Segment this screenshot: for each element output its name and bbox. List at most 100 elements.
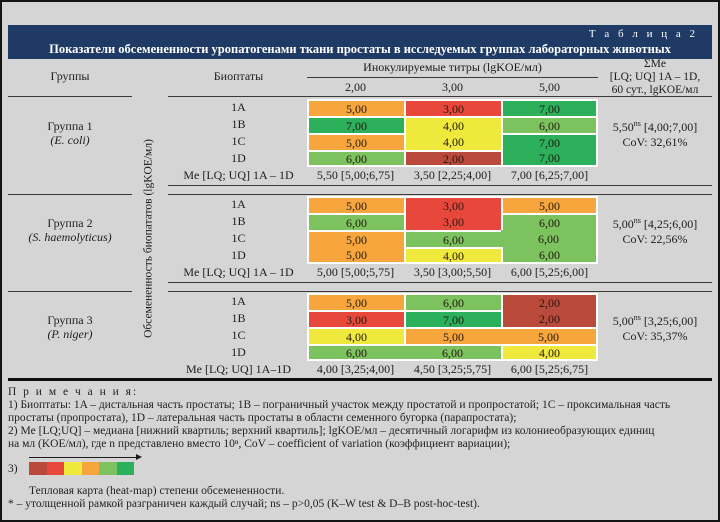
sum-me-median: 5,50 [612, 120, 634, 134]
cov-value: CoV: 35,37% [622, 329, 688, 343]
median-row-label: Me [LQ; UQ] 1A–1D [186, 362, 291, 376]
titer-value-header: 2,00 [345, 80, 366, 94]
legend-caption: Тепловая карта (heat-map) степени обсеме… [29, 485, 285, 497]
ns-superscript: ns [633, 313, 641, 322]
heat-cell: 6,00 [307, 150, 404, 167]
median-value: 6,00 [5,25;6,75] [510, 362, 589, 376]
biopsy-row-label: 1B [231, 117, 246, 131]
legend-swatch [116, 462, 134, 475]
heat-cell: 7,00 [501, 150, 598, 167]
footnote-line: 2) Me [LQ;UQ] – медиана [нижний квартиль… [8, 425, 655, 437]
heatmap-legend: 3) [8, 453, 714, 485]
biopsy-row-label: 1A [231, 294, 246, 308]
biopsy-row-label: 1B [231, 214, 246, 228]
median-value: 6,00 [5,25;6,00] [510, 265, 589, 279]
median-value: 5,00 [5,00;5,75] [316, 265, 395, 279]
median-value: 4,50 [3,25;5,75] [413, 362, 492, 376]
footnotes: П р и м е ч а н и я: 1) Биоптаты: 1A – д… [8, 386, 714, 511]
heat-cell: 6,00 [404, 344, 501, 361]
heat-cell: 5,00 [307, 293, 404, 310]
biopsy-row-label: 1C [231, 231, 246, 245]
legend-swatch [29, 462, 47, 475]
titer-value-header: 5,00 [539, 80, 560, 94]
sum-me-cell: 5,50ns [4,00;7,00] CoV: 32,61% [598, 99, 712, 167]
sum-me-value: 5,00ns [4,25;6,00] [613, 213, 697, 232]
heat-cell: 6,00 [501, 213, 598, 230]
heat-cell: 6,00 [404, 293, 501, 310]
median-value: 5,50 [5,00;6,75] [316, 168, 395, 182]
group-title: Группа 1 [47, 119, 93, 133]
heat-cell: 3,00 [404, 196, 501, 213]
divider [8, 96, 132, 97]
heat-cell: 4,00 [404, 116, 501, 133]
cov-value: CoV: 32,61% [622, 135, 688, 149]
heat-cell: 6,00 [404, 230, 501, 247]
biopsy-row-label: 1A [231, 197, 246, 211]
median-value: 3,50 [2,25;4,00] [413, 168, 492, 182]
heat-cell: 3,00 [307, 310, 404, 327]
sum-me-iqr: [4,25;6,00] [643, 217, 698, 231]
heat-cell: 4,00 [307, 327, 404, 344]
heat-cell: 5,00 [307, 196, 404, 213]
table-number-label: Т а б л и ц а 2 [588, 28, 698, 40]
biopsy-row-label: 1B [231, 311, 246, 325]
footnote-star-line: * – утолщенной рамкой разграничен каждый… [8, 498, 480, 510]
heat-cell: 5,00 [501, 327, 598, 344]
ns-superscript: ns [633, 216, 641, 225]
arrow-right-icon [136, 454, 142, 460]
divider [168, 291, 712, 292]
sum-me-line: 60 сут., lgKOE/мл [611, 84, 699, 96]
ns-superscript: ns [633, 119, 641, 128]
biopsy-row-label: 1D [231, 345, 246, 359]
heat-cell: 6,00 [501, 247, 598, 264]
heat-cell: 6,00 [501, 230, 598, 247]
heat-cell: 7,00 [501, 133, 598, 150]
heat-cell: 5,00 [307, 247, 404, 264]
heatmap-grid: 5,00 3,00 5,00 6,00 3,00 6,00 5,00 6,00 … [307, 196, 598, 264]
divider [168, 96, 712, 97]
heat-cell: 6,00 [307, 213, 404, 230]
divider [8, 291, 132, 292]
column-header-groups: Группы [50, 69, 90, 83]
table-bottom-rule [8, 378, 712, 381]
group-title: Группа 3 [47, 313, 93, 327]
median-value: 3,50 [3,00;5,50] [413, 265, 492, 279]
heat-cell: 7,00 [501, 99, 598, 116]
footnote-line: простаты (пропростата), 1D – латеральная… [8, 412, 517, 424]
divider [8, 194, 132, 195]
heat-cell: 4,00 [404, 247, 501, 264]
divider [307, 77, 598, 78]
sum-me-cell: 5,00ns [3,25;6,00] CoV: 35,37% [598, 293, 712, 361]
biopsy-row-label: 1C [231, 328, 246, 342]
group-block-1: Группа 1 (E. coli) 1A 1B 1C 1D 5,00 3,00… [2, 99, 718, 184]
heat-cell: 6,00 [501, 116, 598, 133]
heat-cell: 4,00 [404, 133, 501, 150]
sum-me-cell: 5,00ns [4,25;6,00] CoV: 22,56% [598, 196, 712, 264]
biopsy-row-label: 1C [231, 134, 246, 148]
heat-cell: 2,00 [404, 150, 501, 167]
group-species: (E. coli) [50, 133, 90, 147]
sum-me-line: [LQ; UQ] 1A – 1D, [609, 71, 701, 83]
cov-value: CoV: 22,56% [622, 232, 688, 246]
sum-me-value: 5,50ns [4,00;7,00] [613, 116, 697, 135]
group-title: Группа 2 [47, 216, 93, 230]
footnote-line: на мл (KOE/мл), где n представлено вмест… [8, 438, 511, 450]
sum-me-line: ΣMe [643, 58, 667, 70]
group-block-3: Группа 3 (P. niger) 1A 1B 1C 1D 5,00 6,0… [2, 293, 718, 378]
column-header-titers: Инокулируемые титры (lgKOE/мл) [363, 59, 542, 74]
group-species: (P. niger) [47, 327, 93, 341]
legend-swatch [46, 462, 64, 475]
group-name: Группа 1 (E. coli) [8, 99, 132, 167]
heat-cell: 6,00 [307, 344, 404, 361]
median-value: 7,00 [6,25;7,00] [510, 168, 589, 182]
median-row-label: Me [LQ; UQ] 1A – 1D [183, 265, 294, 279]
table-title: Показатели обсемененности уропатогенами … [49, 42, 671, 56]
group-name: Группа 3 (P. niger) [8, 293, 132, 361]
legend-swatch [64, 462, 82, 475]
divider [168, 185, 712, 186]
column-header-sum-me: ΣMe [LQ; UQ] 1A – 1D, 60 сут., lgKOE/мл [598, 57, 712, 98]
legend-number-label: 3) [8, 463, 18, 475]
heat-cell: 3,00 [404, 213, 501, 230]
title-band: Т а б л и ц а 2 Показатели обсемененност… [8, 25, 712, 59]
